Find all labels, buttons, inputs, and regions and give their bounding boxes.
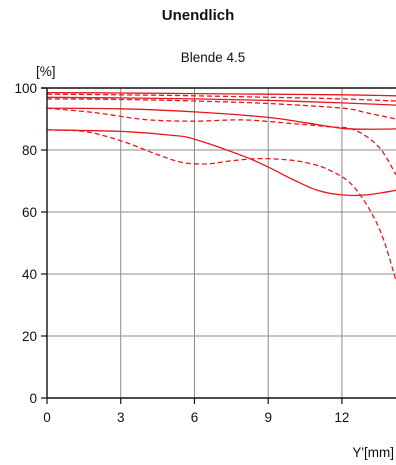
y-tick-label-40: 40 (22, 267, 37, 282)
y-tick-label-20: 20 (22, 329, 37, 344)
x-tick-label-0: 0 (43, 410, 51, 425)
x-tick-label-3: 3 (117, 410, 125, 425)
axes (41, 87, 396, 399)
y-axis-label: [%] (36, 64, 56, 79)
y-tick-label-100: 100 (14, 81, 37, 96)
series-line-7 (46, 129, 396, 197)
x-axis-label: Y'[mm] (352, 445, 394, 460)
series-line-6 (46, 107, 396, 176)
series-line-8 (46, 129, 396, 281)
series-line-1 (46, 91, 396, 97)
series-line-4 (46, 98, 396, 120)
series-lines (46, 91, 396, 281)
y-tick-label-60: 60 (22, 205, 37, 220)
chart-title: Blende 4.5 (181, 50, 246, 65)
series-line-2 (46, 93, 396, 102)
grid (47, 88, 396, 398)
y-tick-label-80: 80 (22, 143, 37, 158)
x-tick-label-12: 12 (334, 410, 349, 425)
page-title: Unendlich (161, 7, 235, 24)
y-tick-label-0: 0 (29, 391, 37, 406)
x-tick-label-6: 6 (191, 410, 199, 425)
series-line-3 (46, 96, 396, 106)
tick-labels: 0 20 40 60 80 100 0 3 6 9 12 (14, 81, 349, 425)
series-line-5 (46, 107, 396, 130)
x-tick-label-9: 9 (264, 410, 272, 425)
